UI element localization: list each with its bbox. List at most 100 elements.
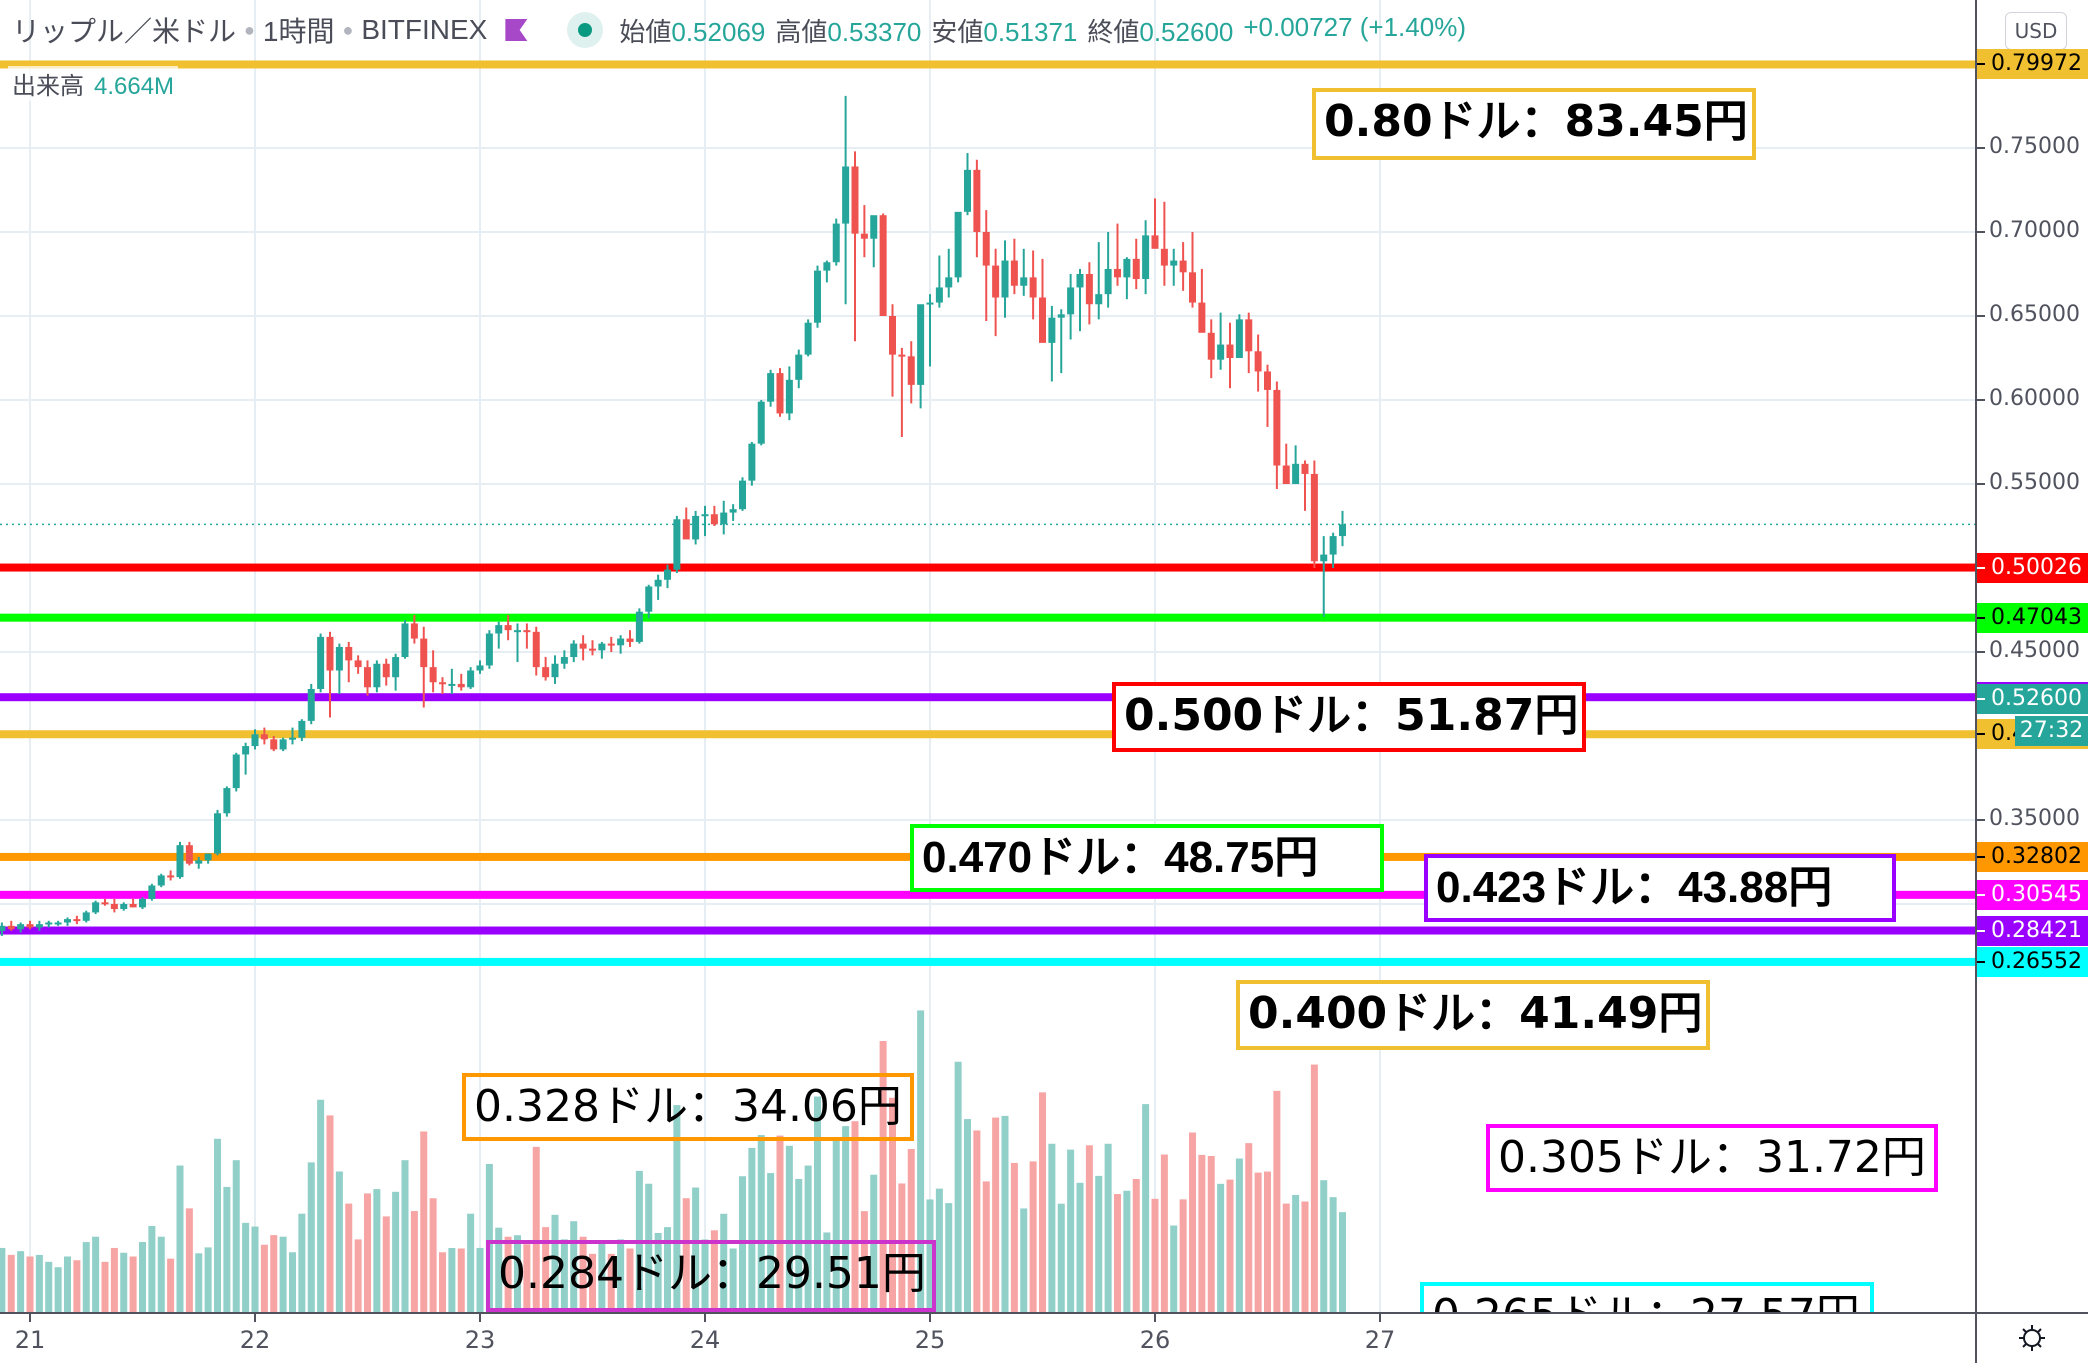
candle-body <box>1010 260 1018 286</box>
candle-body <box>945 277 953 288</box>
horizontal-level-line[interactable] <box>0 957 1975 966</box>
candle-body <box>373 663 381 688</box>
volume-bar <box>842 1126 850 1312</box>
volume-bar <box>926 1199 934 1312</box>
candle-body <box>429 667 437 683</box>
time-tick-label: 22 <box>239 1326 271 1354</box>
candle-body <box>767 373 775 402</box>
candle-body <box>485 633 493 666</box>
candle-body <box>495 625 503 634</box>
candlestick-chart[interactable] <box>0 0 1975 1312</box>
candle-body <box>17 924 25 930</box>
candle-body <box>776 373 784 414</box>
gear-icon[interactable] <box>2017 1323 2047 1353</box>
volume-legend: 出来高 4.664M <box>8 66 179 101</box>
candle-body <box>992 265 1000 298</box>
price-annotation[interactable]: 0.284ドル：29.51円 <box>486 1240 936 1312</box>
candle-body <box>579 643 587 649</box>
horizontal-level-line[interactable] <box>0 926 1975 935</box>
candle-body <box>214 813 221 854</box>
candle-body <box>917 304 925 385</box>
price-level-badge: 0.26552 <box>1977 946 2088 977</box>
price-level-badge: 0.79972 <box>1977 49 2088 80</box>
candle-body <box>7 925 15 930</box>
volume-bar <box>439 1252 446 1312</box>
volume-bar <box>7 1254 15 1312</box>
time-tick <box>29 1314 31 1322</box>
time-tick-label: 27 <box>1364 1326 1396 1354</box>
bar-countdown: 27:32 <box>2015 716 2088 746</box>
volume-bar <box>335 1171 343 1312</box>
candle-body <box>1123 258 1131 278</box>
volume-bar <box>1114 1194 1121 1312</box>
time-tick-label: 21 <box>14 1326 46 1354</box>
volume-bar <box>345 1203 353 1312</box>
volume-bar <box>64 1256 71 1312</box>
candle-body <box>317 636 325 689</box>
candle-body <box>401 623 409 658</box>
candle-body <box>270 739 278 750</box>
horizontal-level-line[interactable] <box>0 890 1975 899</box>
volume-bar <box>129 1256 137 1312</box>
price-tick-label: 0.55000 <box>1977 470 2080 495</box>
candle-body <box>326 636 334 671</box>
candle-body <box>1310 473 1318 562</box>
candle-body <box>739 480 746 510</box>
price-annotation[interactable]: 0.500ドル：51.87円 <box>1112 682 1586 752</box>
candle-body <box>35 924 43 928</box>
candle-body <box>26 924 34 928</box>
volume-bar <box>1264 1171 1271 1312</box>
volume-bar <box>739 1176 746 1312</box>
candle-body <box>354 660 362 668</box>
horizontal-level-line[interactable] <box>0 563 1975 572</box>
horizontal-level-line[interactable] <box>0 613 1975 622</box>
symbol-legend: リップル／米ドル ● 1時間 ● BITFINEX 始値0.52069 高値0.… <box>12 10 1466 50</box>
volume-bar <box>804 1165 812 1312</box>
candle-body <box>504 625 512 631</box>
price-level-badge: 0.50026 <box>1977 552 2088 583</box>
price-annotation[interactable]: 0.265ドル：27.57円 <box>1420 1282 1874 1312</box>
volume-bar <box>964 1119 971 1312</box>
candle-body <box>64 919 71 923</box>
candle-body <box>1301 463 1309 474</box>
volume-bar <box>654 1233 662 1312</box>
price-level-badge: 0.28421 <box>1977 915 2088 946</box>
volume-bar <box>757 1135 765 1312</box>
horizontal-level-line[interactable] <box>0 730 1975 739</box>
volume-bar <box>579 1236 587 1312</box>
price-annotation[interactable]: 0.328ドル：34.06円 <box>462 1073 914 1141</box>
volume-bar <box>982 1181 990 1312</box>
volume-bar <box>82 1242 90 1312</box>
volume-bar <box>504 1236 512 1312</box>
separator-dot: ● <box>244 19 255 40</box>
volume-bar <box>326 1115 334 1312</box>
volume-bar <box>26 1256 34 1312</box>
price-annotation[interactable]: 0.470ドル：48.75円 <box>910 824 1384 892</box>
volume-bar <box>935 1188 943 1312</box>
horizontal-level-line[interactable] <box>0 60 1975 69</box>
candle-body <box>364 667 371 688</box>
interval-label[interactable]: 1時間 <box>262 16 335 47</box>
volume-bar <box>1254 1172 1262 1312</box>
price-axis[interactable]: USD 0.75000 0.70000 0.65000 0.60000 0.55000 0… <box>1975 0 2088 1312</box>
candle-body <box>814 270 821 323</box>
candle-body <box>823 262 831 271</box>
horizontal-level-line[interactable] <box>0 693 1975 702</box>
chart-pane[interactable]: リップル／米ドル ● 1時間 ● BITFINEX 始値0.52069 高値0.… <box>0 0 1975 1312</box>
price-annotation[interactable]: 0.423ドル：43.88円 <box>1424 854 1896 922</box>
candle-body <box>467 670 475 688</box>
ohlc-values: 始値0.52069 高値0.53370 安値0.51371 終値0.52600 … <box>619 12 1466 49</box>
change-value: +0.00727 (+1.40%) <box>1243 11 1466 42</box>
candle-body <box>1048 317 1056 343</box>
volume-bar <box>1095 1175 1103 1312</box>
time-axis[interactable]: 21 22 23 24 25 26 27 <box>0 1312 1975 1363</box>
candle-body <box>907 356 915 385</box>
price-annotation[interactable]: 0.305ドル：31.72円 <box>1486 1124 1938 1192</box>
price-annotation[interactable]: 0.400ドル：41.49円 <box>1236 980 1710 1050</box>
price-annotation[interactable]: 0.80ドル：83.45円 <box>1312 88 1756 160</box>
candle-body <box>1329 536 1337 555</box>
symbol-name[interactable]: リップル／米ドル <box>12 16 237 47</box>
flag-icon[interactable] <box>505 19 528 41</box>
currency-button[interactable]: USD <box>2005 12 2067 50</box>
volume-bar <box>1245 1143 1253 1312</box>
